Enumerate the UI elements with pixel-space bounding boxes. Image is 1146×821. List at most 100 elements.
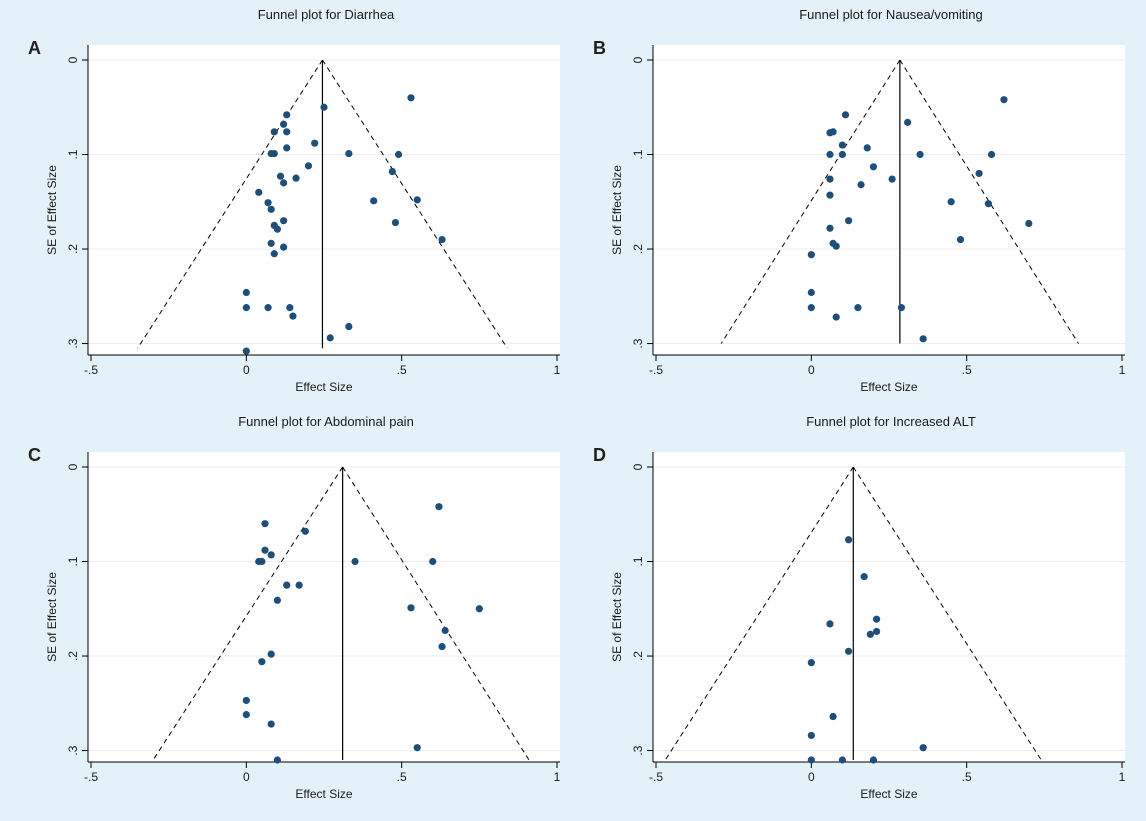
data-point — [438, 235, 446, 244]
data-point — [267, 239, 275, 247]
data-point — [280, 243, 288, 251]
data-point — [829, 712, 837, 721]
data-point — [267, 551, 275, 559]
data-point — [280, 217, 288, 225]
data-point — [270, 250, 278, 258]
y-tick-label: .3 — [66, 338, 80, 348]
data-point — [242, 696, 250, 705]
data-point — [829, 128, 837, 136]
data-points — [242, 503, 483, 764]
data-point — [845, 217, 853, 225]
data-point — [407, 604, 415, 612]
data-point — [273, 225, 281, 233]
data-point — [311, 139, 319, 147]
x-tick-label: 0 — [808, 363, 815, 377]
data-point — [860, 573, 868, 581]
panel-label: D — [593, 445, 606, 465]
funnel-panel-d: D -.5 0 .5 1 0 .1 .2 .3 Funnel plot for Increas… — [565, 407, 1135, 812]
y-tick-label: .2 — [66, 244, 80, 254]
data-point — [838, 756, 846, 764]
data-point — [826, 191, 834, 199]
data-point — [807, 304, 815, 312]
panel-label: C — [28, 445, 41, 465]
data-point — [475, 605, 483, 613]
data-point — [984, 200, 993, 208]
data-point — [1025, 219, 1033, 228]
x-axis-label: Effect Size — [860, 380, 917, 394]
axes: -.5 0 .5 1 0 .1 .2 .3 — [66, 452, 561, 784]
data-point — [947, 198, 955, 206]
data-point — [391, 218, 400, 227]
data-point — [280, 120, 288, 128]
data-point — [304, 162, 313, 170]
data-point — [270, 128, 278, 136]
y-tick-label: .1 — [66, 556, 80, 566]
data-point — [863, 144, 871, 152]
data-point — [826, 620, 834, 628]
funnel-chart-b: -.5 0 .5 1 0 .1 .2 .3 Funnel plot for Nausea/vo… — [610, 7, 1126, 394]
funnel-lines — [720, 59, 1079, 344]
data-point — [916, 150, 924, 159]
y-tick-label: .3 — [631, 338, 645, 348]
data-point — [258, 557, 266, 566]
data-point — [283, 144, 291, 152]
y-tick-label: .1 — [631, 149, 645, 159]
axes: -.5 0 .5 1 0 .1 .2 .3 — [66, 45, 561, 377]
data-point — [267, 205, 275, 213]
panel-label: B — [593, 38, 606, 58]
data-point — [807, 659, 815, 667]
data-point — [326, 334, 334, 342]
data-point — [270, 149, 278, 158]
data-point — [841, 111, 850, 119]
data-point — [919, 335, 927, 343]
funnel-panel-c: C -.5 0 .5 1 0 .1 .2 .3 Funnel plot for Abdomin… — [0, 407, 570, 812]
data-point — [301, 527, 309, 535]
y-tick-label: 0 — [66, 463, 80, 470]
data-point — [897, 304, 906, 312]
data-point — [807, 731, 815, 740]
data-point — [320, 103, 328, 111]
data-point — [413, 744, 421, 752]
y-tick-label: 0 — [66, 56, 80, 63]
data-point — [429, 557, 437, 566]
x-tick-label: 0 — [808, 770, 815, 784]
data-point — [838, 141, 846, 149]
data-point — [872, 615, 881, 623]
data-point — [267, 650, 275, 658]
data-point — [283, 111, 291, 119]
data-point — [857, 181, 865, 189]
data-point — [273, 756, 281, 764]
data-point — [413, 196, 421, 204]
y-tick-label: 0 — [631, 56, 645, 63]
funnel-chart-a: -.5 0.5 10.1.2.3 Funnel plot for Diarrhea … — [45, 7, 561, 394]
data-point — [435, 503, 443, 511]
panel-label: A — [28, 38, 41, 58]
gridlines — [88, 466, 560, 752]
y-tick-label: .1 — [66, 149, 80, 159]
funnel-chart-d: -.5 0 .5 1 0 .1 .2 .3 Funnel plot for Increased… — [610, 414, 1126, 801]
gridlines — [88, 59, 560, 345]
y-tick-label: .2 — [631, 244, 645, 254]
x-tick-label: .5 — [397, 770, 407, 784]
chart-title: Funnel plot for Increased ALT — [806, 414, 976, 429]
x-tick-label: 1 — [554, 363, 561, 377]
data-point — [1000, 96, 1008, 104]
funnel-left-line — [720, 59, 901, 344]
data-point — [258, 658, 266, 666]
data-point — [267, 720, 275, 728]
data-point — [438, 642, 446, 651]
y-axis-label: SE of Effect Size — [610, 572, 624, 662]
data-point — [826, 150, 834, 159]
data-point — [242, 304, 250, 312]
plot-area — [653, 45, 1125, 355]
y-tick-label: .2 — [631, 651, 645, 661]
data-point — [273, 596, 281, 604]
data-point — [956, 235, 965, 244]
data-point — [351, 557, 359, 566]
data-point — [345, 322, 353, 331]
data-points — [807, 536, 927, 764]
data-point — [242, 347, 250, 355]
data-point — [261, 520, 269, 528]
data-point — [826, 224, 834, 232]
